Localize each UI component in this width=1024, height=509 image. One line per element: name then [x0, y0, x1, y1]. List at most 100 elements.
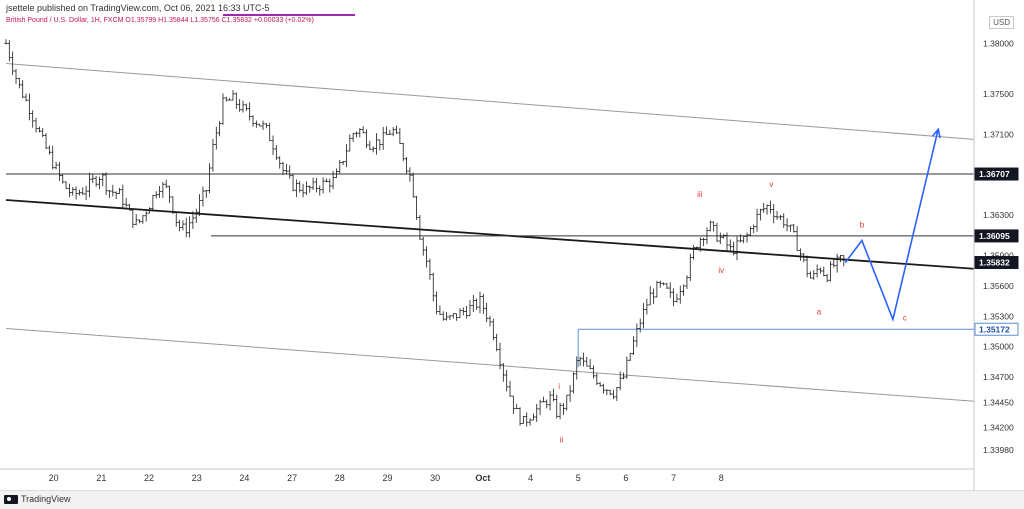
candle: [131, 209, 135, 229]
candle: [61, 174, 65, 184]
candle: [414, 195, 419, 220]
wave-label-a: a: [817, 307, 822, 316]
candle: [31, 110, 35, 128]
candle: [471, 294, 475, 313]
candle: [24, 93, 28, 102]
candle: [218, 120, 222, 137]
price-tag: [974, 229, 1019, 243]
candle: [67, 183, 72, 198]
candle: [725, 232, 729, 251]
candle: [81, 187, 85, 195]
candle: [451, 313, 455, 319]
candle: [608, 389, 612, 396]
candle: [194, 208, 198, 223]
candle: [465, 305, 469, 319]
candle: [768, 200, 772, 214]
candle: [561, 403, 566, 415]
candle: [738, 234, 742, 243]
candle: [695, 246, 699, 249]
candle: [782, 213, 786, 228]
candle: [752, 224, 756, 234]
candle: [311, 177, 315, 191]
candle: [44, 133, 48, 149]
candle: [498, 342, 502, 370]
wave-label-b: b: [860, 220, 865, 229]
candle: [805, 255, 809, 278]
header-accent-line: [223, 14, 355, 16]
candle: [812, 270, 816, 280]
candle: [735, 236, 739, 261]
candle: [692, 244, 696, 260]
candle: [288, 165, 292, 179]
candle: [545, 399, 549, 409]
candle: [688, 253, 692, 282]
candle: [404, 157, 409, 175]
candle: [224, 96, 228, 102]
time-tick-label: 7: [671, 473, 676, 483]
candle: [27, 93, 31, 121]
candle: [421, 236, 425, 256]
candle: [511, 395, 515, 415]
time-tick-label: 20: [49, 473, 59, 483]
candle: [308, 185, 312, 193]
candle: [248, 102, 252, 121]
time-tick-label: 22: [144, 473, 154, 483]
candle: [648, 286, 652, 306]
candle: [77, 189, 82, 196]
candle: [211, 138, 215, 172]
candle: [241, 100, 245, 113]
footer-bar: TradingView: [0, 490, 1024, 509]
candle: [291, 174, 295, 192]
candle: [455, 313, 459, 321]
candle: [525, 412, 529, 427]
time-tick-label: 29: [382, 473, 392, 483]
candle: [201, 186, 205, 207]
price-tick-label: 1.35900: [983, 251, 1014, 261]
candle: [107, 190, 112, 199]
candle: [722, 234, 726, 239]
candle: [571, 372, 576, 394]
candle: [231, 90, 235, 101]
time-tick-label: 21: [96, 473, 106, 483]
candle: [678, 285, 682, 304]
candle: [488, 315, 492, 327]
candle: [795, 226, 799, 251]
price-tick-label: 1.36300: [983, 210, 1014, 220]
candle: [74, 186, 78, 200]
candle: [531, 413, 535, 421]
candle: [428, 258, 432, 280]
candle: [344, 144, 349, 168]
candle: [431, 272, 435, 302]
candle: [281, 161, 285, 175]
candle: [802, 253, 806, 263]
price-tick-label: 1.35000: [983, 342, 1014, 352]
candle: [41, 128, 45, 138]
candle: [698, 237, 702, 252]
candle: [615, 386, 619, 402]
price-tag-label: 1.36707: [979, 169, 1010, 179]
candle: [121, 184, 125, 210]
tradingview-logo[interactable]: TradingView: [4, 494, 71, 504]
candle: [271, 135, 275, 155]
candle: [314, 178, 319, 193]
candle: [501, 363, 505, 382]
candle: [221, 93, 225, 125]
candle: [548, 390, 552, 411]
candle: [441, 311, 445, 321]
candle: [838, 254, 843, 263]
candle: [732, 241, 736, 256]
candle: [792, 223, 796, 233]
candle: [34, 117, 38, 133]
candle: [788, 224, 793, 232]
symbol-legend: British Pound / U.S. Dollar, 1H, FXCM O1…: [6, 17, 314, 24]
trend-line: [5, 199, 975, 270]
publish-header: jsettele published on TradingView.com, O…: [6, 3, 270, 13]
tradingview-logo-icon: [4, 494, 18, 504]
price-tick-label: 1.37500: [983, 89, 1014, 99]
candle: [591, 365, 596, 379]
candle: [728, 239, 732, 252]
currency-label[interactable]: USD: [989, 16, 1014, 29]
candle: [555, 394, 559, 419]
candle: [495, 333, 499, 352]
